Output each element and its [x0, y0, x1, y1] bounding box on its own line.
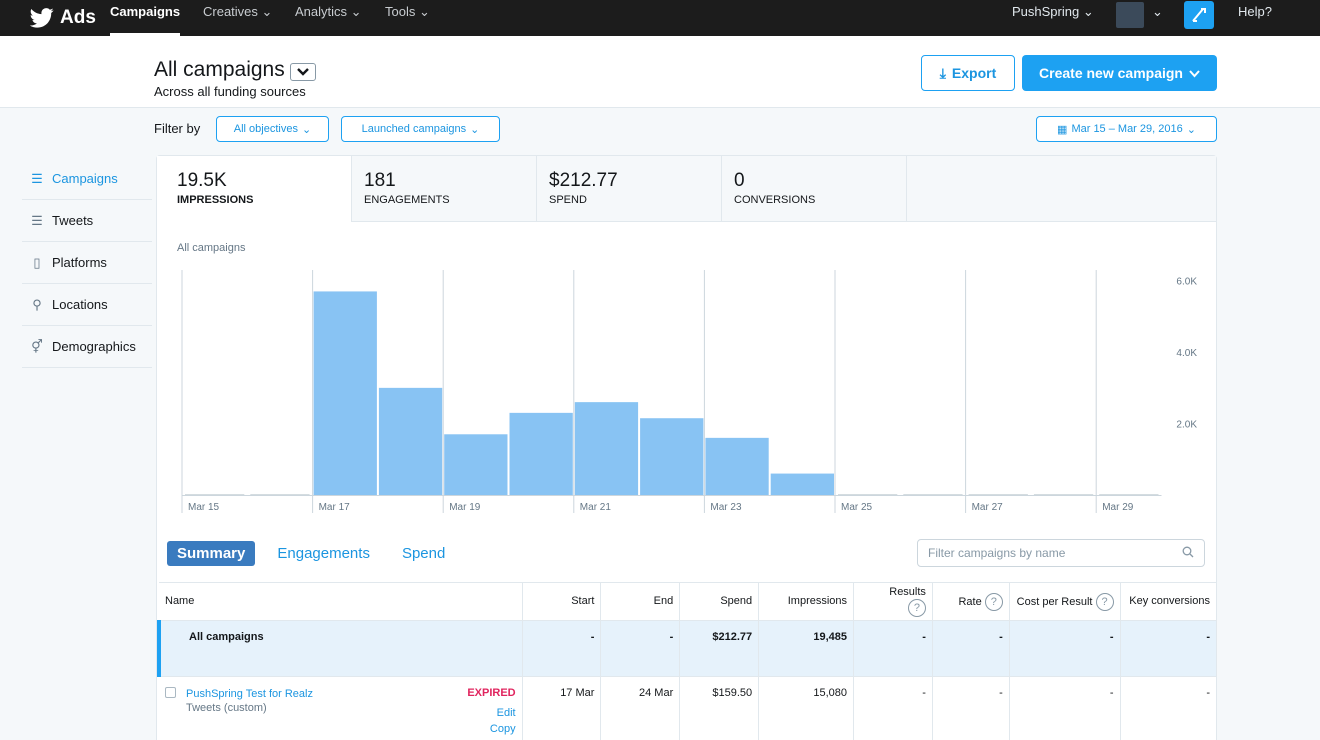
- campaign-selector-chevron-icon[interactable]: [290, 63, 316, 81]
- nav-analytics[interactable]: Analytics ⌄: [295, 4, 362, 19]
- nav-tools[interactable]: Tools ⌄: [385, 4, 430, 19]
- phone-icon: ▯: [33, 254, 41, 270]
- search-icon: [1182, 546, 1194, 561]
- status-badge: EXPIRED: [467, 687, 516, 699]
- nav-campaigns[interactable]: Campaigns: [110, 0, 181, 36]
- bar: [378, 387, 443, 495]
- twitter-ads-logo[interactable]: Ads: [30, 0, 96, 36]
- campaigns-table: Name Start End Spend Impressions Results…: [156, 582, 1216, 740]
- chevron-down-icon: ⌄: [1186, 123, 1196, 136]
- bar: [574, 402, 639, 495]
- col-cost-per-result[interactable]: Cost per Result ?: [1009, 582, 1121, 621]
- col-start[interactable]: Start: [522, 582, 602, 621]
- help-icon[interactable]: ?: [984, 592, 1003, 611]
- x-tick-label: Mar 25: [841, 502, 873, 513]
- sidebar-item-tweets[interactable]: ☰ Tweets: [22, 200, 152, 242]
- campaign-link[interactable]: PushSpring Test for Realz: [186, 688, 313, 700]
- bar: [444, 434, 508, 495]
- campaign-status-dropdown[interactable]: Launched campaigns ⌄: [341, 116, 500, 142]
- twitter-bird-icon: [30, 8, 54, 28]
- analytics-panel: 19.5K IMPRESSIONS 181 ENGAGEMENTS $212.7…: [156, 155, 1217, 740]
- tab-spend[interactable]: Spend: [401, 544, 446, 562]
- avatar-chevron-icon[interactable]: ⌄: [1152, 4, 1163, 19]
- people-icon: ⚥: [31, 338, 43, 354]
- y-tick-label: 4.0K: [1176, 348, 1197, 359]
- nav-creatives[interactable]: Creatives ⌄: [203, 4, 273, 19]
- metric-tab-conversions[interactable]: 0 CONVERSIONS: [722, 156, 907, 222]
- date-range-picker[interactable]: ▦ Mar 15 – Mar 29, 2016 ⌄: [1036, 116, 1217, 142]
- sidebar-item-demographics[interactable]: ⚥ Demographics: [22, 326, 152, 368]
- col-results[interactable]: Results?: [853, 582, 933, 621]
- metric-tab-impressions[interactable]: 19.5K IMPRESSIONS: [157, 156, 352, 222]
- edit-link[interactable]: Edit: [496, 707, 516, 719]
- compose-icon[interactable]: [1184, 1, 1214, 29]
- campaign-name-cell: PushSpring Test for Realz Tweets (custom…: [159, 676, 523, 740]
- account-menu[interactable]: PushSpring ⌄: [1012, 4, 1094, 19]
- top-nav: Ads Campaigns Creatives ⌄ Analytics ⌄ To…: [0, 0, 1320, 36]
- objectives-dropdown[interactable]: All objectives ⌄: [216, 116, 329, 142]
- sidebar-item-campaigns[interactable]: ☰ Campaigns: [22, 158, 152, 200]
- tab-engagements[interactable]: Engagements: [277, 544, 370, 562]
- sidebar-item-locations[interactable]: ⚲ Locations: [22, 284, 152, 326]
- page-title: All campaigns: [154, 58, 285, 81]
- table-row: PushSpring Test for Realz Tweets (custom…: [159, 676, 1216, 740]
- download-icon: ⤓: [939, 64, 946, 81]
- calendar-icon: ▦: [1057, 123, 1068, 136]
- page-header: All campaigns Across all funding sources…: [0, 36, 1320, 108]
- avatar[interactable]: [1116, 2, 1144, 28]
- x-tick-label: Mar 15: [188, 502, 220, 513]
- col-name[interactable]: Name: [159, 582, 523, 621]
- pin-icon: ⚲: [32, 296, 42, 312]
- metric-tabs: 19.5K IMPRESSIONS 181 ENGAGEMENTS $212.7…: [157, 156, 1216, 222]
- x-tick-label: Mar 17: [319, 502, 351, 513]
- col-end[interactable]: End: [600, 582, 681, 621]
- metric-tabs-filler: [907, 156, 1216, 222]
- x-tick-label: Mar 19: [449, 502, 481, 513]
- chevron-down-icon: ⌄: [470, 123, 480, 136]
- bar: [313, 291, 377, 495]
- create-campaign-button[interactable]: Create new campaign: [1022, 55, 1217, 91]
- x-tick-label: Mar 27: [972, 502, 1004, 513]
- chart-caption: All campaigns: [177, 242, 246, 254]
- impressions-chart: Mar 15 Mar 17 Mar 19 Mar 21 Mar 23 Mar 25 Mar …: [181, 270, 1197, 513]
- col-impressions[interactable]: Impressions: [758, 582, 855, 621]
- chevron-down-icon: ⌄: [301, 123, 312, 136]
- col-key-conversions[interactable]: Key conversions: [1120, 582, 1216, 621]
- table-row-all-campaigns[interactable]: All campaigns - - $212.77 19,485 - - - -: [156, 620, 1216, 677]
- metric-tab-engagements[interactable]: 181 ENGAGEMENTS: [352, 156, 537, 222]
- y-tick-label: 2.0K: [1176, 420, 1197, 431]
- metric-tab-spend[interactable]: $212.77 SPEND: [537, 156, 722, 222]
- bar: [509, 412, 573, 495]
- x-tick-label: Mar 29: [1102, 502, 1134, 513]
- bar: [640, 418, 704, 495]
- x-tick-label: Mar 21: [580, 502, 612, 513]
- list-icon: ☰: [31, 170, 43, 186]
- page-subtitle: Across all funding sources: [154, 84, 306, 99]
- bar: [705, 437, 769, 495]
- export-button[interactable]: ⤓ Export: [921, 55, 1015, 91]
- chevron-down-icon: [1189, 65, 1200, 81]
- brand-label: Ads: [60, 7, 96, 28]
- table-tabs: Summary Engagements Spend: [167, 539, 455, 567]
- help-link[interactable]: Help?: [1238, 4, 1272, 19]
- sidebar: ☰ Campaigns ☰ Tweets ▯ Platforms ⚲ Locat…: [22, 158, 152, 368]
- campaign-type: Tweets (custom): [186, 702, 267, 714]
- tab-summary[interactable]: Summary: [167, 540, 256, 566]
- bar: [770, 473, 834, 495]
- table-header-row: Name Start End Spend Impressions Results…: [159, 582, 1216, 621]
- sidebar-item-platforms[interactable]: ▯ Platforms: [22, 242, 152, 284]
- copy-link[interactable]: Copy: [489, 723, 516, 735]
- filter-label: Filter by: [154, 121, 201, 136]
- row-checkbox[interactable]: [165, 687, 176, 698]
- list-icon: ☰: [31, 212, 43, 228]
- help-icon[interactable]: ?: [907, 599, 926, 617]
- x-tick-label: Mar 23: [710, 502, 742, 513]
- y-tick-label: 6.0K: [1176, 277, 1197, 288]
- help-icon[interactable]: ?: [1095, 592, 1114, 611]
- col-rate[interactable]: Rate ?: [932, 582, 1010, 621]
- col-spend[interactable]: Spend: [679, 582, 760, 621]
- campaign-search-input[interactable]: Filter campaigns by name: [917, 539, 1205, 567]
